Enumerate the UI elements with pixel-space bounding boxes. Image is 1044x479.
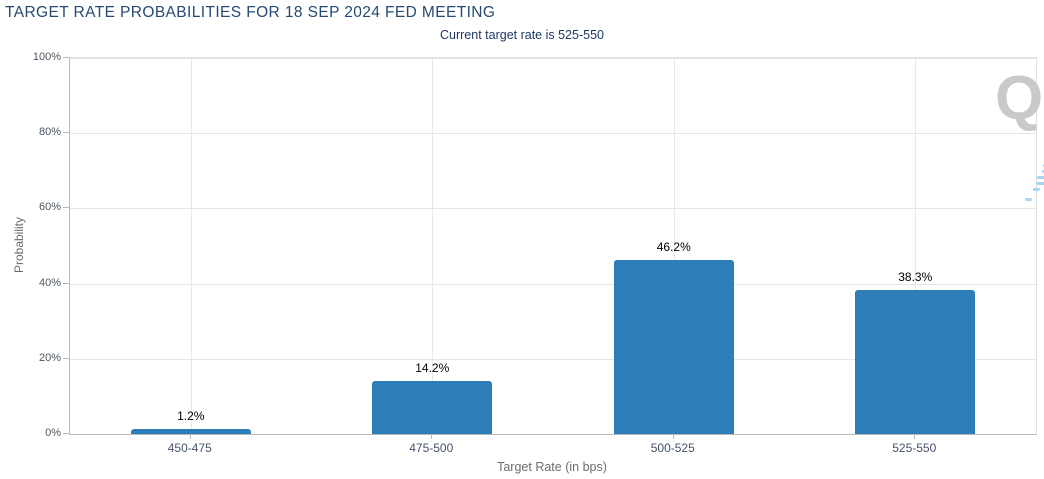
watermark-dash [1032, 188, 1040, 191]
y-tick-40 [63, 282, 69, 284]
y-tick-100 [63, 57, 69, 58]
y-tick-20 [63, 357, 69, 359]
chart-subtitle: Current target rate is 525-550 [440, 28, 604, 42]
q-watermark: Q [985, 66, 1044, 216]
watermark-dash [1024, 198, 1032, 201]
gridline-h-60 [70, 208, 1036, 210]
chart-context-menu-button[interactable] [1012, 6, 1038, 30]
q-watermark-letter: Q [995, 64, 1044, 133]
gridline-v-450-475 [190, 58, 192, 434]
bar-525-550[interactable] [855, 289, 976, 434]
gridline-h-80 [70, 133, 1036, 135]
x-tick-475-500 [431, 434, 433, 439]
y-tick-80 [63, 132, 69, 134]
gridline-v-475-500 [432, 58, 434, 434]
watermark-dash [1036, 176, 1044, 179]
x-axis-title: Target Rate (in bps) [497, 460, 607, 474]
y-tick-label-20: 20% [38, 351, 61, 364]
y-tick-60 [63, 207, 69, 209]
y-tick-label-0: 0% [45, 427, 61, 439]
y-tick-label-80: 80% [38, 126, 61, 139]
bar-500-525[interactable] [613, 260, 734, 434]
y-tick-0 [63, 433, 69, 434]
x-tick-525-550 [914, 434, 916, 439]
bar-450-475[interactable] [130, 429, 251, 434]
y-axis-title: Probability [12, 216, 26, 274]
plot-area: Q 1.2% 14.2% 46.2% 38.3% [69, 57, 1044, 435]
y-tick-label-40: 40% [38, 276, 61, 289]
bar-label-525-550: 38.3% [898, 269, 933, 284]
bar-label-450-475: 1.2% [177, 409, 205, 424]
x-tick-label-500-525: 500-525 [650, 441, 695, 455]
gridline-v-500-525 [673, 58, 675, 434]
x-tick-label-525-550: 525-550 [892, 441, 937, 455]
x-tick-label-450-475: 450-475 [167, 441, 212, 455]
gridline-h-100 [70, 58, 1036, 59]
watermark-dash [1035, 182, 1044, 185]
x-tick-label-475-500: 475-500 [409, 441, 454, 455]
gridline-v-525-550 [915, 58, 917, 434]
bar-label-500-525: 46.2% [656, 240, 691, 255]
chart-title: TARGET RATE PROBABILITIES FOR 18 SEP 202… [5, 4, 496, 21]
gridline-h-40 [70, 283, 1036, 285]
gridline-h-20 [70, 358, 1036, 360]
x-tick-450-475 [189, 434, 191, 439]
bar-label-475-500: 14.2% [415, 360, 450, 375]
bar-475-500[interactable] [372, 380, 493, 434]
x-tick-500-525 [672, 434, 674, 439]
y-tick-label-60: 60% [38, 201, 61, 214]
y-tick-label-100: 100% [32, 51, 61, 63]
